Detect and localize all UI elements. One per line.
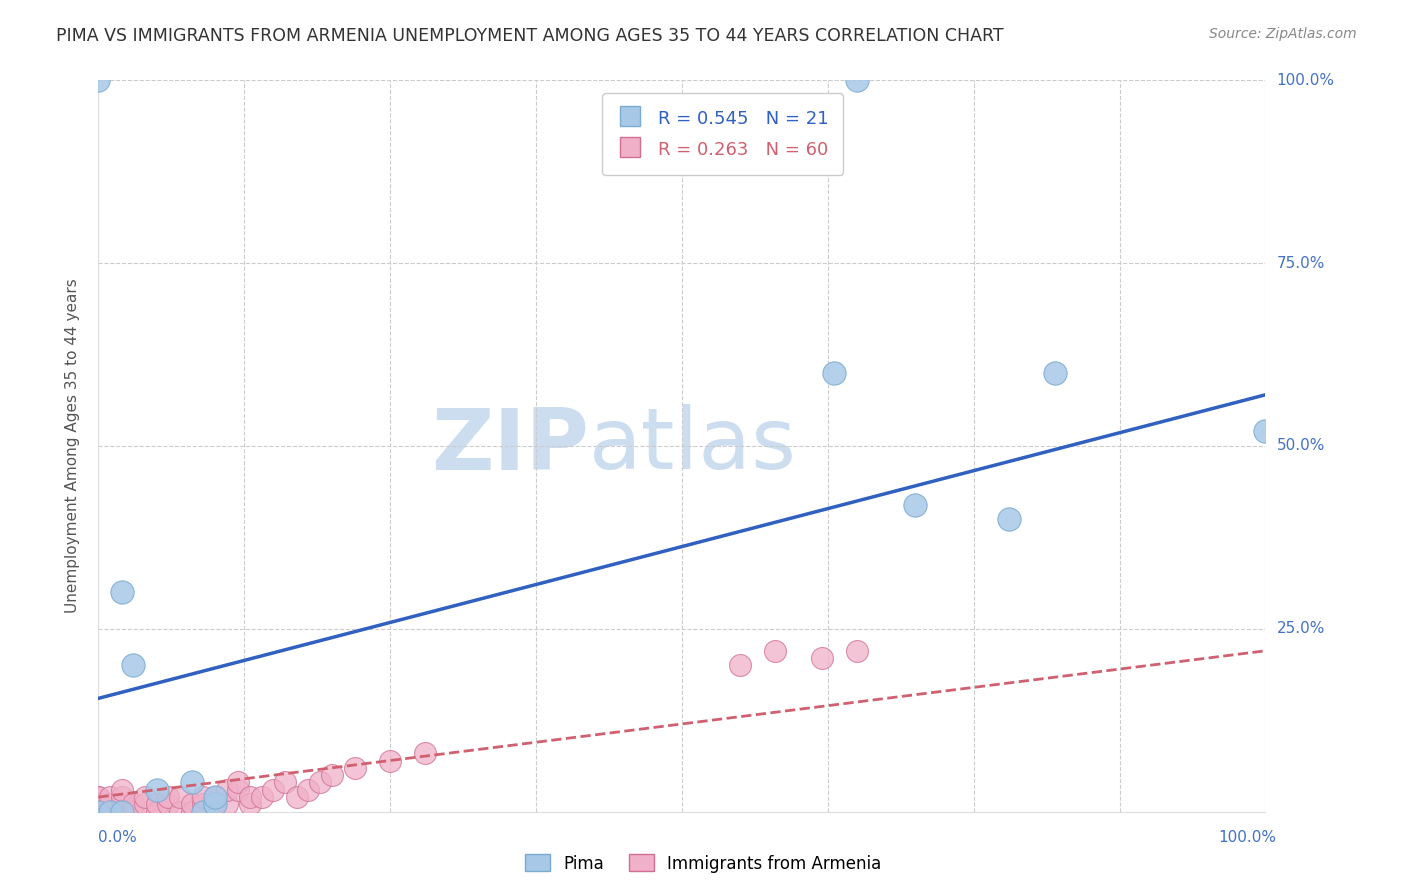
Point: [98, 790, 121, 805]
Point: [193, 797, 215, 812]
Point: [380, 754, 402, 768]
Point: [87, 805, 110, 819]
Point: [146, 782, 169, 797]
Point: [111, 805, 134, 819]
Point: [87, 797, 110, 812]
Point: [413, 746, 436, 760]
Point: [193, 805, 215, 819]
Point: [239, 797, 262, 812]
Text: Source: ZipAtlas.com: Source: ZipAtlas.com: [1209, 27, 1357, 41]
Point: [811, 651, 834, 665]
Point: [193, 790, 215, 805]
Point: [204, 797, 226, 812]
Point: [87, 805, 110, 819]
Text: ZIP: ZIP: [430, 404, 589, 488]
Text: PIMA VS IMMIGRANTS FROM ARMENIA UNEMPLOYMENT AMONG AGES 35 TO 44 YEARS CORRELATI: PIMA VS IMMIGRANTS FROM ARMENIA UNEMPLOY…: [56, 27, 1004, 45]
Point: [215, 797, 238, 812]
Point: [111, 782, 134, 797]
Point: [98, 797, 121, 812]
Point: [215, 782, 238, 797]
Point: [122, 797, 145, 812]
Point: [823, 366, 845, 380]
Point: [98, 805, 121, 819]
Point: [111, 790, 134, 805]
Point: [87, 805, 110, 819]
Point: [321, 768, 343, 782]
Point: [134, 797, 156, 812]
Legend: R = 0.545   N = 21, R = 0.263   N = 60: R = 0.545 N = 21, R = 0.263 N = 60: [602, 93, 844, 175]
Point: [169, 790, 191, 805]
Point: [146, 805, 169, 819]
Point: [146, 797, 169, 812]
Point: [1254, 425, 1277, 439]
Point: [87, 790, 110, 805]
Text: 0.0%: 0.0%: [98, 830, 138, 846]
Point: [111, 585, 134, 599]
Text: 25.0%: 25.0%: [1277, 622, 1324, 636]
Point: [228, 782, 250, 797]
Point: [87, 790, 110, 805]
Text: 100.0%: 100.0%: [1219, 830, 1277, 846]
Point: [204, 790, 226, 805]
Point: [274, 775, 297, 789]
Point: [285, 790, 308, 805]
Point: [730, 658, 752, 673]
Point: [250, 790, 273, 805]
Point: [239, 790, 262, 805]
Point: [904, 498, 927, 512]
Point: [87, 73, 110, 87]
Point: [180, 775, 202, 789]
Point: [87, 797, 110, 812]
Point: [157, 790, 180, 805]
Legend: Pima, Immigrants from Armenia: Pima, Immigrants from Armenia: [517, 847, 889, 880]
Point: [997, 512, 1019, 526]
Point: [846, 73, 869, 87]
Point: [157, 797, 180, 812]
Point: [344, 761, 367, 775]
Point: [98, 805, 121, 819]
Point: [180, 805, 202, 819]
Text: 50.0%: 50.0%: [1277, 439, 1324, 453]
Point: [763, 644, 786, 658]
Point: [262, 782, 284, 797]
Point: [111, 805, 134, 819]
Point: [111, 797, 134, 812]
Point: [169, 805, 191, 819]
Text: 75.0%: 75.0%: [1277, 256, 1324, 270]
Point: [228, 775, 250, 789]
Text: atlas: atlas: [589, 404, 797, 488]
Point: [87, 797, 110, 812]
Y-axis label: Unemployment Among Ages 35 to 44 years: Unemployment Among Ages 35 to 44 years: [65, 278, 80, 614]
Text: 100.0%: 100.0%: [1277, 73, 1334, 87]
Point: [134, 790, 156, 805]
Point: [204, 797, 226, 812]
Point: [297, 782, 319, 797]
Point: [1045, 366, 1067, 380]
Point: [87, 805, 110, 819]
Point: [87, 805, 110, 819]
Point: [180, 797, 202, 812]
Point: [204, 790, 226, 805]
Point: [846, 644, 869, 658]
Point: [87, 805, 110, 819]
Point: [122, 805, 145, 819]
Point: [122, 658, 145, 673]
Point: [309, 775, 332, 789]
